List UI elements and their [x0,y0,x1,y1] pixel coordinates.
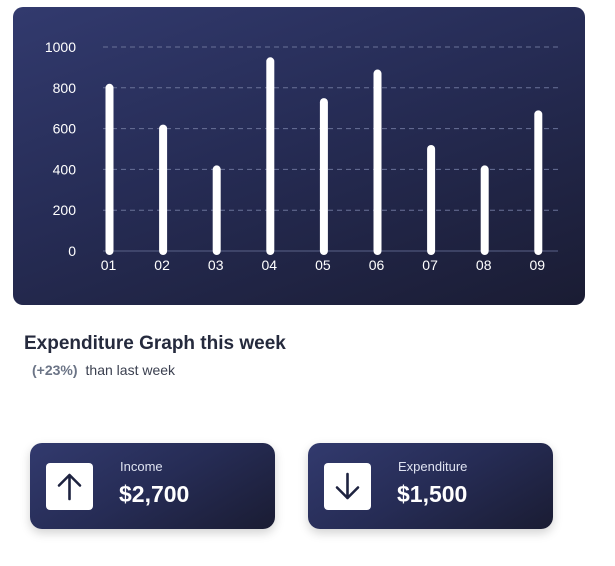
x-tick-label: 03 [208,257,224,273]
x-tick-label: 08 [476,257,492,273]
expenditure-icon-box [324,463,371,510]
arrow-down-icon [335,472,360,500]
x-tick-label: 04 [262,257,278,273]
x-tick-label: 07 [422,257,438,273]
x-tick-label: 06 [369,257,385,273]
income-value: $2,700 [119,481,190,507]
change-description: than last week [85,362,176,378]
y-tick-label: 1000 [45,39,76,55]
y-tick-label: 400 [53,161,77,177]
x-tick-label: 05 [315,257,331,273]
y-tick-label: 200 [53,202,77,218]
arrow-up-icon [57,473,82,501]
x-tick-label: 01 [101,257,117,273]
income-label: Income [120,459,163,474]
y-tick-label: 600 [53,121,77,137]
change-percentage: (+23%) [32,362,78,378]
y-tick-label: 0 [68,243,76,259]
chart-title: Expenditure Graph this week [24,333,286,354]
expenditure-card[interactable]: Expenditure $1,500 [308,443,553,529]
chart-subtitle: (+23%) than last week [32,362,175,378]
expenditure-label: Expenditure [398,459,468,474]
income-card[interactable]: Income $2,700 [30,443,275,529]
x-tick-label: 09 [530,257,546,273]
y-tick-label: 800 [53,80,77,96]
expenditure-bar-chart: 0 200 400 600 800 1000 01 02 03 04 05 06 07 08 09 [45,39,558,273]
expenditure-chart-card: 0 200 400 600 800 1000 01 02 03 04 05 06 07 08 09 [13,7,585,305]
expenditure-value: $1,500 [397,481,468,507]
x-tick-label: 02 [154,257,170,273]
income-icon-box [46,463,93,510]
